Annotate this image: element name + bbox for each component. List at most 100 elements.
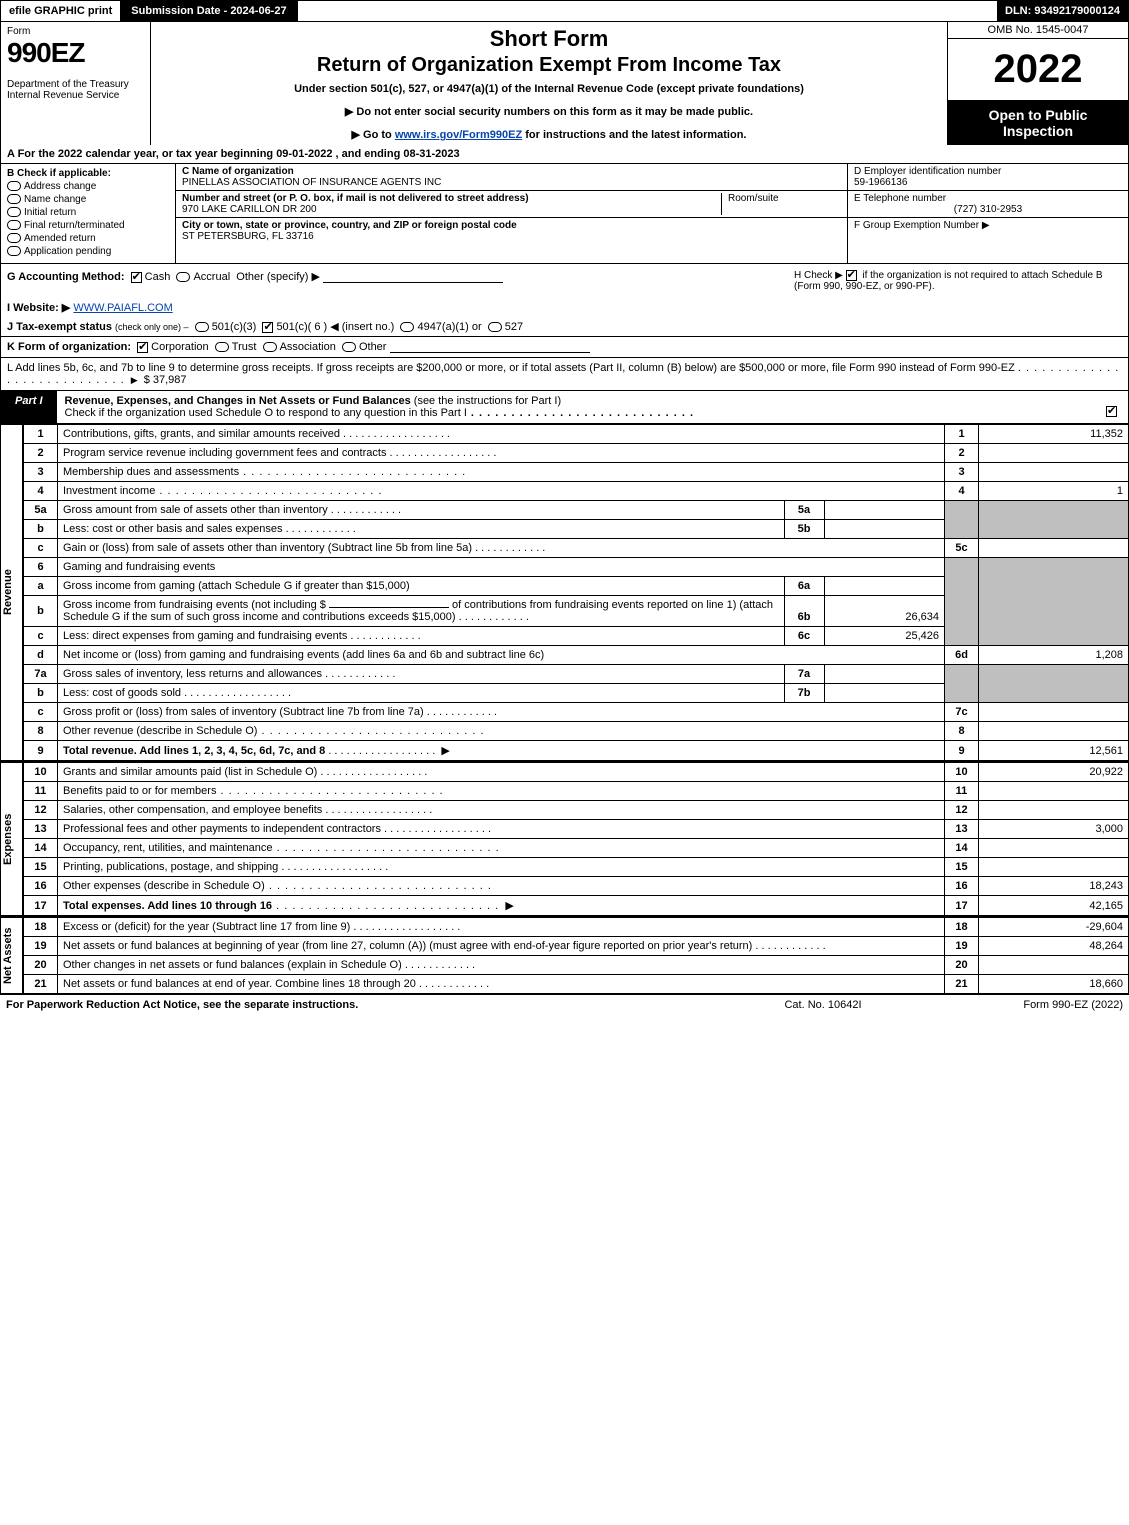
part1-schedule-o-check[interactable] [1106,406,1117,417]
efile-print-button[interactable]: efile GRAPHIC print [1,1,121,21]
chk-corp[interactable] [137,342,148,353]
g-accrual: Accrual [193,271,230,283]
line-6b-contrib-input[interactable] [329,607,449,608]
line-18: 18Excess or (deficit) for the year (Subt… [24,918,1129,937]
header-center: Short Form Return of Organization Exempt… [151,22,948,145]
note-goto: ▶ Go to www.irs.gov/Form990EZ for instru… [161,128,937,141]
phone-value: (727) 310-2953 [854,204,1122,215]
j-o1: 501(c)(3) [212,321,257,333]
c-street-label: Number and street (or P. O. box, if mail… [182,193,721,204]
header-left: Form 990EZ Department of the Treasury In… [1,22,151,145]
dln-label: DLN: 93492179000124 [997,1,1128,21]
k-label: K Form of organization: [7,341,131,353]
section-a: A For the 2022 calendar year, or tax yea… [0,145,1129,164]
line-1: 1 Contributions, gifts, grants, and simi… [24,425,1129,444]
page-footer: For Paperwork Reduction Act Notice, see … [0,995,1129,1015]
col-def: D Employer identification number 59-1966… [848,164,1128,263]
chk-501c3[interactable] [195,322,209,332]
chk-527[interactable] [488,322,502,332]
l-text: L Add lines 5b, 6c, and 7b to line 9 to … [7,362,1015,374]
g-other: Other (specify) ▶ [236,271,320,283]
c-name-label: C Name of organization [182,166,841,177]
line-8: 8 Other revenue (describe in Schedule O)… [24,722,1129,741]
line-7a: 7a Gross sales of inventory, less return… [24,665,1129,684]
form-header: Form 990EZ Department of the Treasury In… [0,22,1129,145]
line-15: 15Printing, publications, postage, and s… [24,858,1129,877]
part1-tab: Part I [1,391,57,423]
line-7c: c Gross profit or (loss) from sales of i… [24,703,1129,722]
line-9: 9 Total revenue. Add lines 1, 2, 3, 4, 5… [24,741,1129,761]
subtitle: Under section 501(c), 527, or 4947(a)(1)… [161,83,937,95]
line-11: 11Benefits paid to or for members11 [24,782,1129,801]
expenses-table: 10Grants and similar amounts paid (list … [23,762,1129,916]
submission-date: Submission Date - 2024-06-27 [121,1,297,21]
c-city-label: City or town, state or province, country… [182,220,841,231]
revenue-section: Revenue 1 Contributions, gifts, grants, … [0,424,1129,762]
line-16: 16Other expenses (describe in Schedule O… [24,877,1129,896]
line-13: 13Professional fees and other payments t… [24,820,1129,839]
g-other-input[interactable] [323,282,503,283]
k-other-input[interactable] [390,352,590,353]
chk-trust[interactable] [215,342,229,352]
netassets-section: Net Assets 18Excess or (deficit) for the… [0,917,1129,995]
omb-number: OMB No. 1545-0047 [948,22,1128,39]
line-5a: 5a Gross amount from sale of assets othe… [24,501,1129,520]
line-5c: c Gain or (loss) from sale of assets oth… [24,539,1129,558]
chk-name-change[interactable]: Name change [7,194,169,205]
d-label: D Employer identification number [854,166,1122,177]
note-goto-pre: ▶ Go to [352,129,395,141]
chk-other[interactable] [342,342,356,352]
line-4: 4 Investment income 4 1 [24,482,1129,501]
e-label: E Telephone number [854,193,1122,204]
line-6: 6 Gaming and fundraising events [24,558,1129,577]
chk-assoc[interactable] [263,342,277,352]
line-21: 21Net assets or fund balances at end of … [24,975,1129,994]
chk-initial-return[interactable]: Initial return [7,207,169,218]
row-l: L Add lines 5b, 6c, and 7b to line 9 to … [0,358,1129,391]
ein-value: 59-1966136 [854,177,907,188]
chk-h[interactable] [846,270,857,281]
netassets-table: 18Excess or (deficit) for the year (Subt… [23,917,1129,994]
chk-address-change[interactable]: Address change [7,181,169,192]
k-assoc: Association [280,341,336,353]
org-name: PINELLAS ASSOCIATION OF INSURANCE AGENTS… [182,177,841,188]
org-city: ST PETERSBURG, FL 33716 [182,231,841,242]
revenue-label: Revenue [1,424,23,761]
row-k: K Form of organization: Corporation Trus… [0,337,1129,358]
line-10: 10Grants and similar amounts paid (list … [24,763,1129,782]
chk-amended-return[interactable]: Amended return [7,233,169,244]
title-short-form: Short Form [161,26,937,52]
org-street: 970 LAKE CARILLON DR 200 [182,204,317,215]
irs-link[interactable]: www.irs.gov/Form990EZ [395,129,522,141]
line-3: 3 Membership dues and assessments 3 [24,463,1129,482]
open-inspection: Open to Public Inspection [948,101,1128,145]
footer-left: For Paperwork Reduction Act Notice, see … [6,999,723,1011]
i-label: I Website: ▶ [7,302,70,314]
j-o3: 4947(a)(1) or [417,321,481,333]
k-other: Other [359,341,387,353]
chk-application-pending[interactable]: Application pending [7,246,169,257]
chk-501c[interactable] [262,322,273,333]
dept-treasury: Department of the Treasury [7,79,144,90]
j-o2: 501(c)( 6 ) ◀ (insert no.) [276,321,394,333]
topbar-spacer [298,1,997,21]
note-goto-post: for instructions and the latest informat… [522,129,746,141]
tax-year: 2022 [948,39,1128,101]
f-label: F Group Exemption Number ▶ [854,220,990,231]
part1-header: Part I Revenue, Expenses, and Changes in… [0,391,1129,424]
chk-accrual[interactable] [176,272,190,282]
line-19: 19 Net assets or fund balances at beginn… [24,937,1129,956]
line-17: 17Total expenses. Add lines 10 through 1… [24,896,1129,916]
chk-4947[interactable] [400,322,414,332]
j-label: J Tax-exempt status [7,321,112,333]
website-link[interactable]: WWW.PAIAFL.COM [73,302,172,314]
footer-center: Cat. No. 10642I [723,999,923,1011]
chk-final-return[interactable]: Final return/terminated [7,220,169,231]
form-number: 990EZ [7,37,144,69]
line-14: 14Occupancy, rent, utilities, and mainte… [24,839,1129,858]
title-return: Return of Organization Exempt From Incom… [161,54,937,77]
chk-cash[interactable] [131,272,142,283]
j-o4: 527 [505,321,523,333]
line-20: 20Other changes in net assets or fund ba… [24,956,1129,975]
revenue-table: 1 Contributions, gifts, grants, and simi… [23,424,1129,761]
